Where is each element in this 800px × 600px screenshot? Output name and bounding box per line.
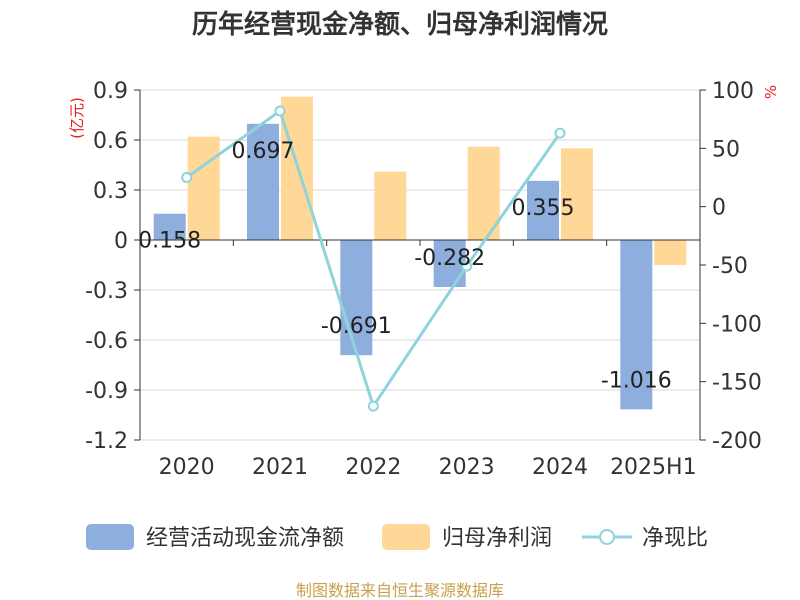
left-tick-label: 0.9 [93,79,128,104]
data-label: -1.016 [601,368,672,393]
left-tick-label: 0.6 [93,129,128,154]
left-tick-label: 0.3 [93,179,128,204]
left-tick-label: -0.3 [85,279,128,304]
bar-net-profit [374,171,407,240]
x-tick-label: 2021 [252,455,308,480]
right-tick-label: -100 [712,312,762,337]
net-cash-ratio-point [181,172,193,183]
data-label: 0.355 [512,196,575,221]
left-tick-label: -1.2 [85,429,128,454]
legend: 经营活动现金流净额 归母净利润 净现比 [86,524,708,551]
legend-label-net-cash-ratio: 净现比 [642,526,708,551]
right-tick-label: -200 [712,429,762,454]
x-tick-label: 2025H1 [610,455,697,480]
right-tick-label: 0 [712,196,726,221]
right-axis-unit: % [762,85,780,99]
bar-net-profit [187,136,220,240]
right-tick-label: -150 [712,371,762,396]
left-tick-label: -0.9 [85,379,128,404]
right-tick-label: 100 [712,79,754,104]
x-tick-label: 2024 [532,455,588,480]
source-note: 制图数据来自恒生聚源数据库 [296,581,504,600]
x-tick-label: 2020 [159,455,215,480]
bar-net-profit [654,240,687,265]
x-tick-label: 2022 [345,455,401,480]
bar-operating-cash-flow [433,240,466,287]
right-tick-label: -50 [712,254,748,279]
bars [153,96,687,410]
legend-label-cash-flow: 经营活动现金流净额 [146,526,344,551]
legend-swatch-cash-flow [86,524,134,550]
net-cash-ratio-point [461,260,473,272]
bar-operating-cash-flow [340,240,373,356]
right-tick-label: 50 [712,137,740,162]
data-label: 0.697 [232,139,295,164]
legend-label-net-profit: 归母净利润 [442,526,552,551]
legend-marker-net-cash-ratio [599,529,615,545]
bar-operating-cash-flow [153,213,186,240]
net-cash-ratio-point [367,400,379,412]
chart-title: 历年经营现金净额、归母净利润情况 [192,9,608,40]
net-cash-ratio-line [181,105,566,412]
data-label: -0.691 [321,314,392,339]
net-cash-ratio-point [274,105,286,117]
left-axis-unit: (亿元) [68,97,86,139]
data-label: 0.158 [138,229,201,254]
gridlines: 0.9 0.6 0.3 0 -0.3 -0.6 -0.9 -1.2 100 50 0 -50 -100 -… [85,79,762,454]
net-cash-ratio-point [554,127,566,139]
legend-swatch-net-profit [382,524,430,550]
bar-operating-cash-flow [620,240,653,410]
data-labels: 0.158 0.697 -0.691 -0.282 0.355 -1.016 [138,139,672,394]
data-label: -0.282 [414,246,485,271]
left-tick-label: -0.6 [85,329,128,354]
bar-operating-cash-flow [527,180,559,240]
left-tick-label: 0 [114,229,128,254]
bar-net-profit [561,148,593,240]
x-tick-label: 2023 [439,455,495,480]
bar-operating-cash-flow [247,123,279,240]
axes: 2020 2021 2022 2023 2024 2025H1 [139,90,701,480]
